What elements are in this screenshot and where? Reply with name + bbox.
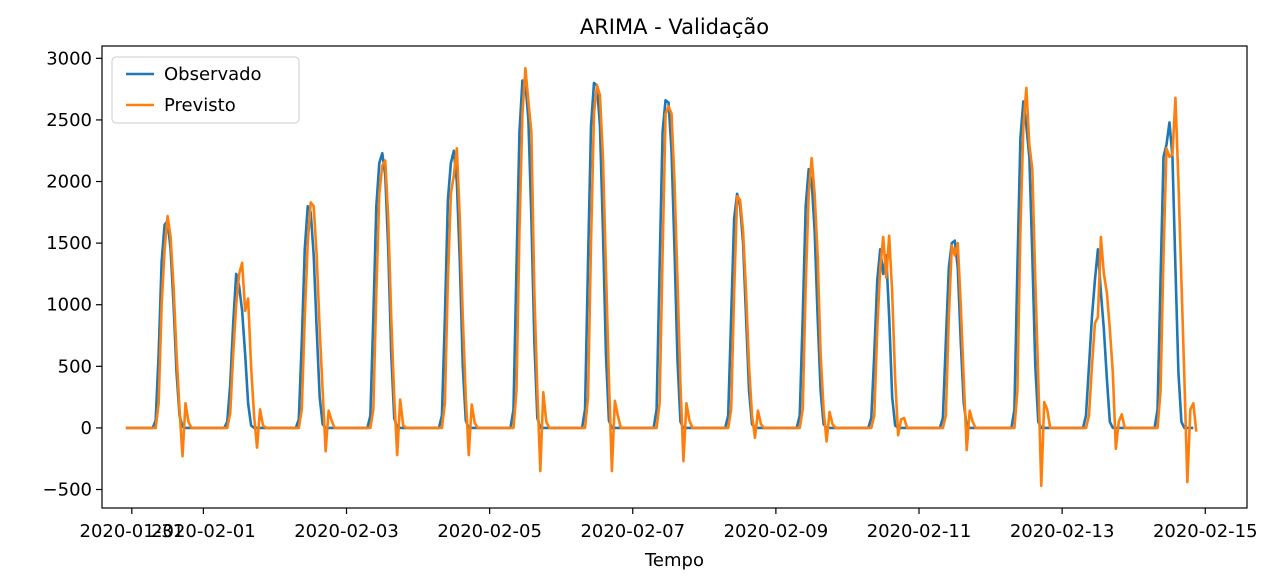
y-tick-label: 0: [81, 418, 92, 439]
y-tick-label: 500: [58, 356, 92, 377]
x-tick-label: 2020-02-11: [867, 521, 972, 542]
chart-title: ARIMA - Validação: [580, 15, 769, 39]
x-tick-label: 2020-02-15: [1153, 521, 1258, 542]
x-tick-label: 2020-01-31: [80, 521, 185, 542]
x-tick-label: 2020-02-03: [294, 521, 399, 542]
legend-label: Previsto: [164, 95, 236, 116]
legend-label: Observado: [164, 64, 262, 85]
y-tick-label: 3000: [46, 48, 92, 69]
series-line-previsto: [125, 66, 1198, 488]
x-tick-label: 2020-02-09: [724, 521, 829, 542]
x-tick-label: 2020-02-13: [1010, 521, 1115, 542]
y-tick-label: 2000: [46, 172, 92, 193]
series-line-observado: [125, 79, 1194, 430]
x-tick-label: 2020-02-05: [437, 521, 542, 542]
y-tick-label: 1000: [46, 295, 92, 316]
legend-box: [111, 56, 300, 124]
x-tick-label: 2020-02-01: [151, 521, 256, 542]
y-tick-label: −500: [43, 480, 92, 501]
x-tick-label: 2020-02-07: [580, 521, 685, 542]
plot-frame: [101, 45, 1248, 509]
series-layer: [125, 66, 1198, 488]
y-tick-label: 1500: [46, 233, 92, 254]
x-axis-title: Tempo: [644, 550, 704, 571]
y-tick-label: 2500: [46, 110, 92, 131]
legend: Observado Previsto: [111, 56, 300, 124]
y-axis: −500 0 500 1000 1500 2000 2500 3000: [43, 48, 102, 501]
